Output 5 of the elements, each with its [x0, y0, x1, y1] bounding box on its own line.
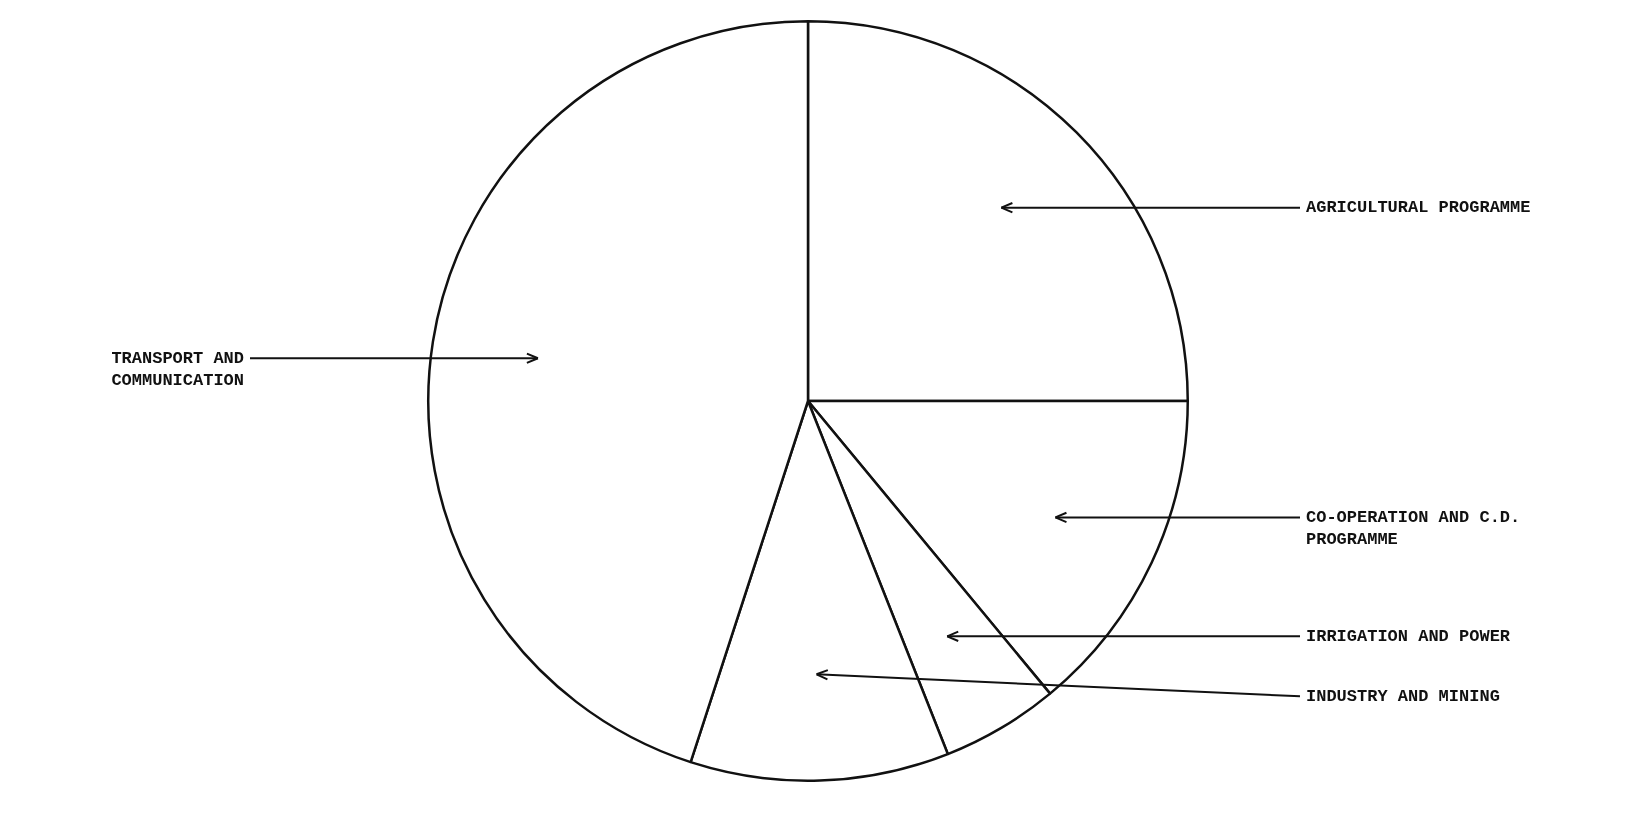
- slice-label: TRANSPORT AND COMMUNICATION: [111, 348, 244, 390]
- slice-label: CO-OPERATION AND C.D. PROGRAMME: [1306, 507, 1521, 549]
- slice-label: IRRIGATION AND POWER: [1306, 626, 1511, 646]
- slice-label: INDUSTRY AND MINING: [1306, 686, 1500, 706]
- slice-label: AGRICULTURAL PROGRAMME: [1306, 197, 1531, 217]
